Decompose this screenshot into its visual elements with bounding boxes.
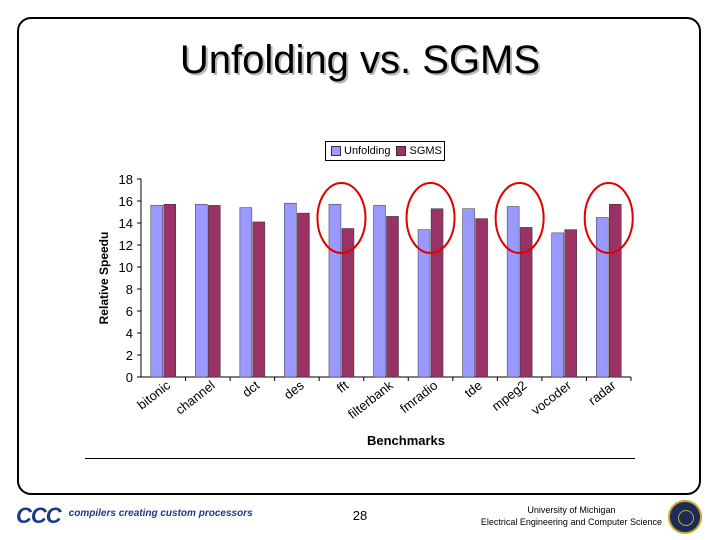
y-tick-label: 10 [119, 260, 133, 275]
slide-frame [17, 17, 701, 495]
legend-swatch-unfolding [331, 146, 341, 156]
bar-unfolding-fmradio [417, 229, 431, 378]
x-tick-label-des: des [281, 377, 307, 402]
highlight-circle-radar [583, 182, 634, 254]
y-tick-label: 16 [119, 194, 133, 209]
bar-sgms-dct [252, 221, 266, 378]
bar-sgms-filterbank [386, 216, 399, 378]
department-name: Electrical Engineering and Computer Scie… [480, 517, 662, 527]
x-tick-label-radar: radar [585, 377, 619, 408]
x-tick-label-mpeg2: mpeg2 [489, 378, 530, 414]
bar-sgms-radar [608, 204, 622, 378]
university-label: University of Michigan Electrical Engine… [481, 504, 662, 528]
highlight-circle-fmradio [405, 182, 456, 254]
bar-sgms-fmradio [430, 208, 444, 378]
x-tick-label-vocoder: vocoder [528, 377, 574, 418]
legend-label-sgms: SGMS [409, 145, 442, 157]
x-tick-label-channel: channel [173, 377, 218, 417]
y-tick-label: 2 [126, 348, 133, 363]
divider-line [85, 458, 635, 459]
university-name: University of Michigan [527, 505, 616, 515]
x-tick-label-fmradio: fmradio [397, 378, 440, 417]
y-tick-label: 14 [119, 216, 133, 231]
bar-sgms-des [297, 212, 310, 378]
bar-sgms-mpeg2 [519, 227, 533, 378]
footer-logo-group: CCC compilers creating custom processors [16, 503, 253, 529]
y-tick-label: 6 [126, 304, 133, 319]
legend-item-sgms: SGMS [396, 145, 442, 157]
legend-item-unfolding: Unfolding [331, 145, 390, 157]
page-number: 28 [352, 508, 368, 523]
y-tick-label: 18 [119, 172, 133, 187]
bar-unfolding-dct [239, 207, 253, 378]
bar-unfolding-tde [462, 208, 475, 378]
footer-tagline: compilers creating custom processors [68, 507, 253, 519]
legend-swatch-sgms [396, 146, 407, 156]
y-tick-label: 12 [119, 238, 133, 253]
x-tick-label-bitonic: bitonic [134, 377, 173, 412]
bar-sgms-channel [208, 205, 221, 378]
bar-unfolding-des [284, 202, 297, 378]
x-tick-label-filterbank: filterbank [345, 377, 396, 422]
bar-unfolding-vocoder [551, 232, 564, 378]
y-tick-label: 8 [126, 282, 133, 297]
y-axis-label: Relative Speedu [97, 232, 111, 325]
bar-sgms-fft [341, 228, 355, 378]
bar-sgms-bitonic [163, 204, 177, 378]
bar-unfolding-filterbank [373, 205, 386, 378]
chart-legend: Unfolding SGMS [325, 141, 445, 161]
bar-unfolding-mpeg2 [506, 206, 520, 378]
bar-sgms-tde [475, 218, 488, 378]
bar-unfolding-radar [595, 217, 609, 378]
x-tick-label-fft: fft [334, 377, 352, 396]
ccc-logo: CCC [16, 503, 62, 528]
highlight-circle-fft [316, 182, 367, 254]
slide-title: Unfolding vs. SGMS [179, 38, 541, 82]
bar-unfolding-fft [328, 204, 342, 378]
bar-sgms-vocoder [564, 229, 577, 378]
y-tick-label: 0 [126, 370, 133, 385]
x-tick-label-tde: tde [461, 378, 484, 401]
bar-unfolding-bitonic [150, 205, 164, 378]
highlight-circle-mpeg2 [494, 182, 545, 254]
y-tick-label: 4 [126, 326, 133, 341]
university-seal-icon [668, 500, 702, 534]
bar-unfolding-channel [195, 204, 208, 378]
legend-label-unfolding: Unfolding [344, 145, 391, 157]
x-tick-label-dct: dct [239, 377, 262, 400]
x-axis-label: Benchmarks [367, 433, 445, 448]
